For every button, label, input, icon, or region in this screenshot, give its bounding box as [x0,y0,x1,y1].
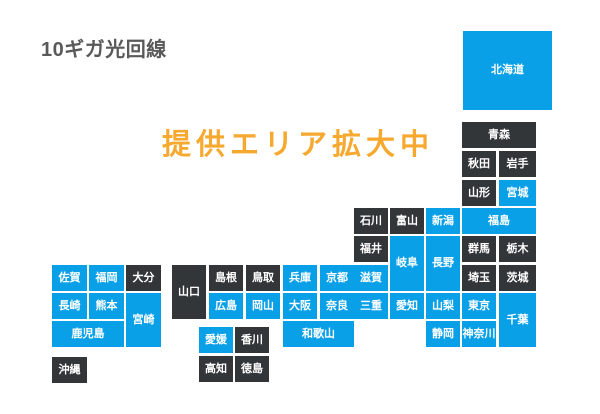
prefecture-label-fukui: 福井 [360,242,382,255]
prefecture-label-niigata: 新潟 [432,214,454,227]
prefecture-label-nagano: 長野 [432,257,454,269]
prefecture-label-shiga: 滋賀 [360,271,382,284]
prefecture-label-chiba: 千葉 [506,313,529,326]
prefecture-tile-nagano: 長野 [426,236,460,291]
prefecture-label-hokkaido: 北海道 [491,64,524,76]
prefecture-label-shizuoka: 静岡 [432,327,454,340]
prefecture-label-aomori: 青森 [488,128,510,141]
prefecture-label-kyoto: 京都 [326,271,348,284]
coverage-expansion-banner: 提供エリア拡大中 [162,129,435,161]
prefecture-tile-ishikawa: 石川 [354,208,388,234]
prefecture-label-okinawa: 沖縄 [58,363,81,376]
prefecture-tile-yamaguchi: 山口 [172,265,206,319]
prefecture-label-kagoshima: 鹿児島 [71,327,105,340]
prefecture-tile-okayama: 岡山 [246,293,280,319]
prefecture-tile-akita: 秋田 [462,151,496,177]
prefecture-tile-hyogo: 兵庫 [283,265,317,291]
prefecture-tile-kagoshima: 鹿児島 [52,321,124,347]
prefecture-tile-gifu: 岐阜 [390,236,424,291]
prefecture-tile-shimane: 島根 [209,265,243,291]
prefecture-tile-aichi: 愛知 [390,293,424,319]
prefecture-tile-shizuoka: 静岡 [426,321,460,347]
prefecture-tile-niigata: 新潟 [426,208,460,234]
prefecture-tile-nagasaki: 長崎 [52,293,87,319]
prefecture-tile-tochigi: 栃木 [499,236,536,262]
prefecture-label-ishikawa: 石川 [360,214,382,227]
prefecture-label-hyogo: 兵庫 [289,271,311,284]
prefecture-tile-kochi: 高知 [199,356,233,382]
prefecture-label-osaka: 大阪 [289,299,311,312]
prefecture-label-saitama: 埼玉 [468,271,490,284]
prefecture-tile-aomori: 青森 [462,122,536,148]
prefecture-label-fukushima: 福島 [488,214,510,227]
prefecture-tile-chiba: 千葉 [499,293,536,347]
page-title: 10ギガ光回線 [41,39,167,61]
prefecture-tile-mie: 三重 [354,293,388,319]
prefecture-label-tokyo: 東京 [468,299,490,312]
prefecture-label-nagasaki: 長崎 [58,299,81,312]
prefecture-label-yamaguchi: 山口 [178,285,200,298]
prefecture-tile-tottori: 鳥取 [246,265,280,291]
prefecture-label-oita: 大分 [132,271,155,284]
prefecture-label-toyama: 富山 [396,214,418,227]
prefecture-tile-fukuoka: 福岡 [89,265,124,291]
prefecture-label-ibaraki: 茨城 [506,271,529,284]
prefecture-label-okayama: 岡山 [252,299,274,312]
prefecture-tile-tokyo: 東京 [462,293,496,319]
prefecture-label-kochi: 高知 [205,362,227,375]
prefecture-label-akita: 秋田 [468,157,490,170]
prefecture-label-saga: 佐賀 [58,271,81,284]
prefecture-tile-saitama: 埼玉 [462,265,496,291]
prefecture-tile-iwate: 岩手 [499,151,536,177]
prefecture-tile-osaka: 大阪 [283,293,317,319]
prefecture-label-fukuoka: 福岡 [95,271,118,284]
prefecture-label-gunma: 群馬 [468,242,490,255]
prefecture-label-kanagawa: 神奈川 [462,327,496,340]
prefecture-tile-shiga: 滋賀 [354,265,388,291]
prefecture-tile-wakayama: 和歌山 [283,321,354,347]
prefecture-tile-oita: 大分 [126,265,161,291]
prefecture-tile-hiroshima: 広島 [209,293,243,319]
prefecture-label-iwate: 岩手 [506,157,529,170]
prefecture-label-kagawa: 香川 [241,333,263,346]
prefecture-tile-saga: 佐賀 [52,265,87,291]
prefecture-tile-kanagawa: 神奈川 [462,321,496,347]
prefecture-label-gifu: 岐阜 [396,257,418,269]
prefecture-label-hiroshima: 広島 [215,299,237,312]
prefecture-tile-kagawa: 香川 [235,327,269,353]
prefecture-label-aichi: 愛知 [396,299,418,312]
prefecture-tile-fukui: 福井 [354,236,388,262]
prefecture-tile-kyoto: 京都 [320,265,354,291]
prefecture-label-yamagata: 山形 [468,186,490,199]
prefecture-tile-fukushima: 福島 [462,208,536,234]
prefecture-label-mie: 三重 [360,299,382,312]
prefecture-tile-miyagi: 宮城 [499,180,536,206]
prefecture-label-wakayama: 和歌山 [302,327,335,340]
prefecture-tile-ibaraki: 茨城 [499,265,536,291]
prefecture-tile-ehime: 愛媛 [199,327,233,353]
prefecture-tile-tokushima: 徳島 [235,356,269,382]
prefecture-label-tochigi: 栃木 [506,242,529,255]
prefecture-label-tokushima: 徳島 [241,362,263,375]
prefecture-label-tottori: 鳥取 [252,271,274,284]
prefecture-label-ehime: 愛媛 [205,333,227,346]
prefecture-tile-toyama: 富山 [390,208,424,234]
prefecture-label-miyazaki: 宮崎 [132,313,155,326]
prefecture-label-miyagi: 宮城 [506,186,529,199]
prefecture-tile-gunma: 群馬 [462,236,496,262]
prefecture-label-kumamoto: 熊本 [95,299,118,312]
prefecture-tile-yamagata: 山形 [462,180,496,206]
prefecture-tile-hokkaido: 北海道 [463,31,552,110]
prefecture-tile-miyazaki: 宮崎 [126,293,161,347]
prefecture-tile-okinawa: 沖縄 [52,357,87,383]
prefecture-label-nara: 奈良 [326,299,348,312]
prefecture-tile-nara: 奈良 [320,293,354,319]
prefecture-label-yamanashi: 山梨 [432,299,454,312]
prefecture-tile-kumamoto: 熊本 [89,293,124,319]
prefecture-tile-yamanashi: 山梨 [426,293,460,319]
prefecture-label-shimane: 島根 [215,271,237,284]
